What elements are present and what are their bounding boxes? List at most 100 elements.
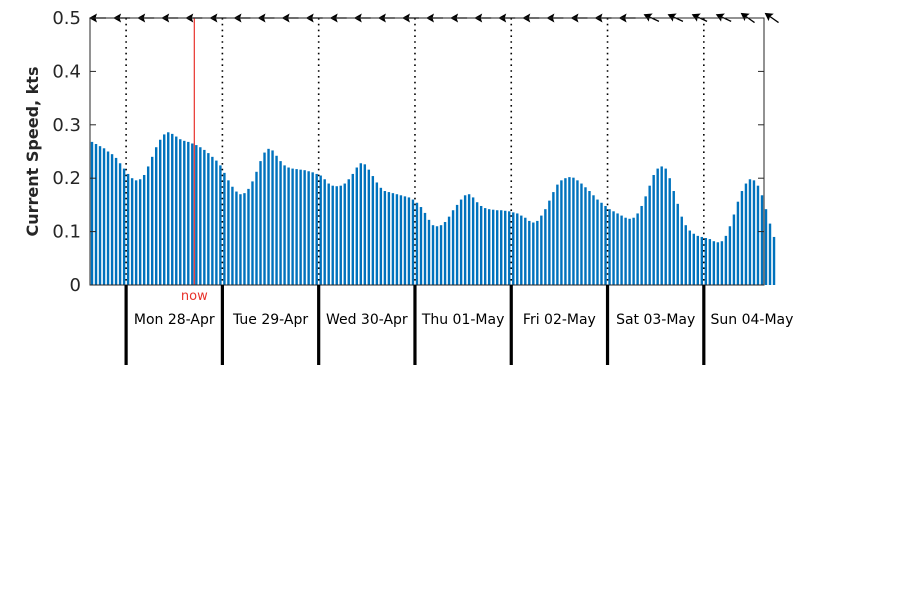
bar	[632, 217, 635, 285]
bar	[351, 173, 354, 285]
bar	[219, 165, 222, 285]
bar	[367, 169, 371, 285]
arrow-shaft	[769, 15, 779, 24]
day-label: Fri 02-May	[523, 312, 596, 328]
day-label: Mon 28-Apr	[134, 312, 215, 328]
bar	[728, 226, 732, 285]
bar	[279, 161, 282, 285]
bar	[175, 136, 178, 285]
bar	[463, 195, 467, 285]
bar	[548, 200, 551, 285]
bar	[303, 170, 306, 285]
bar	[399, 195, 403, 285]
direction-arrow	[764, 12, 779, 24]
bar	[584, 187, 587, 285]
bar	[375, 182, 379, 285]
bar	[744, 183, 748, 285]
bar	[660, 166, 663, 285]
bar	[560, 180, 563, 285]
y-tick-label: 0	[70, 275, 81, 296]
bar	[114, 157, 118, 285]
plot-area-border	[89, 17, 765, 286]
bar	[556, 184, 559, 285]
bar	[319, 175, 322, 285]
bar	[748, 179, 752, 285]
bar	[94, 144, 98, 285]
bar	[106, 151, 110, 285]
bar	[247, 188, 250, 285]
bar	[307, 171, 310, 285]
bar	[528, 220, 531, 285]
bar	[435, 226, 439, 285]
bar	[98, 146, 102, 285]
bar	[403, 196, 407, 285]
bar	[732, 214, 736, 285]
bar	[287, 167, 290, 285]
bar	[564, 178, 567, 285]
bar	[552, 192, 555, 285]
y-axis-ticks: 0 0.1 0.2 0.3 0.4 0.5	[52, 8, 764, 296]
bar	[624, 217, 627, 285]
bar	[130, 178, 134, 285]
bar	[283, 165, 286, 285]
day-label: Tue 29-Apr	[232, 312, 308, 328]
bar	[720, 241, 724, 285]
bar	[251, 181, 254, 285]
bar	[259, 161, 262, 285]
bar	[704, 238, 708, 285]
bar	[740, 191, 744, 285]
bar	[544, 209, 547, 285]
bar	[580, 183, 583, 285]
bar	[211, 156, 214, 285]
bar	[616, 213, 619, 285]
bar	[239, 194, 242, 285]
bar	[512, 212, 515, 285]
y-tick-label: 0.2	[52, 168, 81, 189]
now-label: now	[181, 289, 208, 304]
bar	[708, 239, 712, 285]
bar	[443, 221, 447, 285]
bar	[311, 172, 314, 285]
bar	[223, 172, 226, 285]
bar	[203, 149, 206, 285]
bar	[536, 220, 539, 285]
bar	[163, 134, 166, 285]
bar	[471, 197, 475, 285]
y-tick-label: 0.4	[52, 61, 81, 82]
bar	[451, 210, 455, 285]
bar	[652, 175, 655, 285]
bar	[142, 175, 146, 285]
bar	[146, 166, 150, 285]
bar	[291, 168, 294, 285]
bar	[487, 209, 491, 285]
day-label: Sat 03-May	[616, 312, 695, 328]
bar	[263, 152, 266, 285]
bar	[275, 155, 278, 285]
bar	[612, 211, 615, 285]
bar	[171, 133, 174, 285]
bar	[636, 213, 639, 285]
bar	[756, 185, 760, 285]
bar	[415, 202, 419, 285]
bar	[596, 199, 599, 285]
bar	[159, 139, 162, 285]
bar	[395, 194, 399, 285]
bar	[379, 187, 383, 285]
bar	[215, 160, 218, 285]
y-tick-label: 0.3	[52, 115, 81, 136]
bar	[243, 193, 246, 285]
bar-series	[90, 132, 776, 285]
bar	[315, 173, 318, 285]
bar	[568, 177, 571, 285]
bar	[736, 201, 740, 285]
bar	[604, 205, 607, 285]
bar	[411, 199, 415, 285]
y-axis-label: Current Speed, kts	[23, 67, 42, 237]
bar	[576, 180, 579, 285]
bar	[183, 140, 186, 285]
bar	[110, 154, 114, 285]
bar	[516, 213, 519, 285]
bar	[628, 218, 631, 285]
bar	[648, 185, 651, 285]
